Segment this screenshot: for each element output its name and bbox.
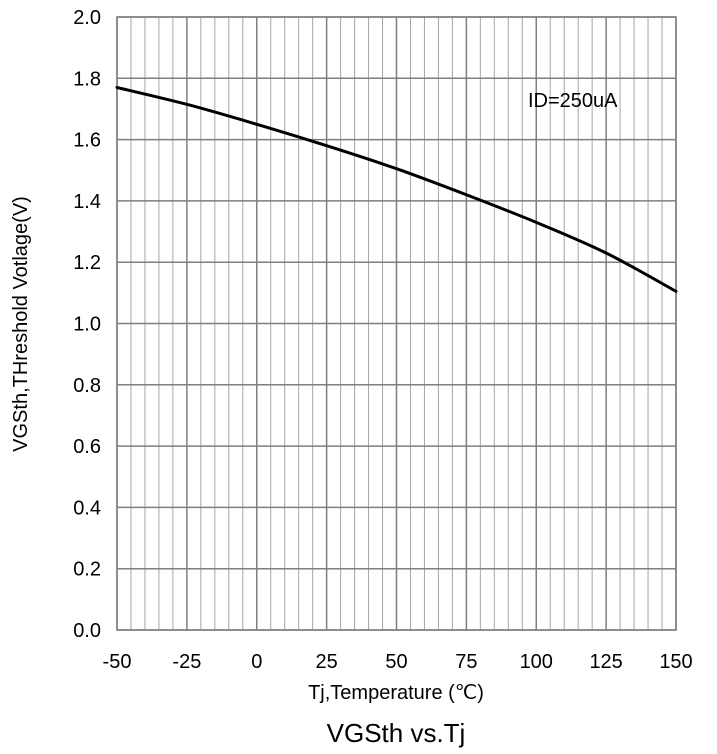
x-tick-label: -50 bbox=[103, 651, 132, 673]
y-tick-label: 1.6 bbox=[73, 130, 101, 152]
x-axis-title: Tj,Temperature (℃) bbox=[308, 682, 484, 704]
chart-title: VGSth vs.Tj bbox=[327, 718, 466, 748]
y-tick-label: 1.2 bbox=[73, 252, 101, 274]
y-tick-label: 1.0 bbox=[73, 314, 101, 336]
plot-area-frame bbox=[116, 16, 677, 631]
x-tick-label: 75 bbox=[455, 651, 477, 673]
y-tick-label: 1.8 bbox=[73, 68, 101, 90]
x-tick-label: -25 bbox=[172, 651, 201, 673]
y-axis-title: VGSth,THreshold Votlage(V) bbox=[10, 196, 32, 452]
y-tick-label: 0.2 bbox=[73, 559, 101, 581]
annotation-label: ID=250uA bbox=[528, 90, 618, 112]
x-tick-label: 100 bbox=[520, 651, 553, 673]
y-axis-tick-labels: 0.0 0.2 0.4 0.6 0.8 1.0 1.2 1.4 1.6 1.8 2.0 bbox=[73, 7, 101, 642]
y-tick-label: 0.4 bbox=[73, 497, 101, 519]
x-tick-label: 0 bbox=[251, 651, 262, 673]
y-tick-label: 1.4 bbox=[73, 191, 101, 213]
x-tick-label: 50 bbox=[385, 651, 407, 673]
series-group bbox=[115, 85, 678, 293]
x-tick-label: 150 bbox=[659, 651, 692, 673]
y-tick-label: 0.8 bbox=[73, 375, 101, 397]
x-axis-tick-labels: -50 -25 0 25 50 75 100 125 150 bbox=[103, 651, 693, 673]
y-tick-label: 0.6 bbox=[73, 436, 101, 458]
x-tick-label: 125 bbox=[589, 651, 622, 673]
y-tick-label: 2.0 bbox=[73, 7, 101, 29]
x-tick-label: 25 bbox=[316, 651, 338, 673]
y-tick-label: 0.0 bbox=[73, 620, 101, 642]
series-line bbox=[115, 85, 678, 293]
